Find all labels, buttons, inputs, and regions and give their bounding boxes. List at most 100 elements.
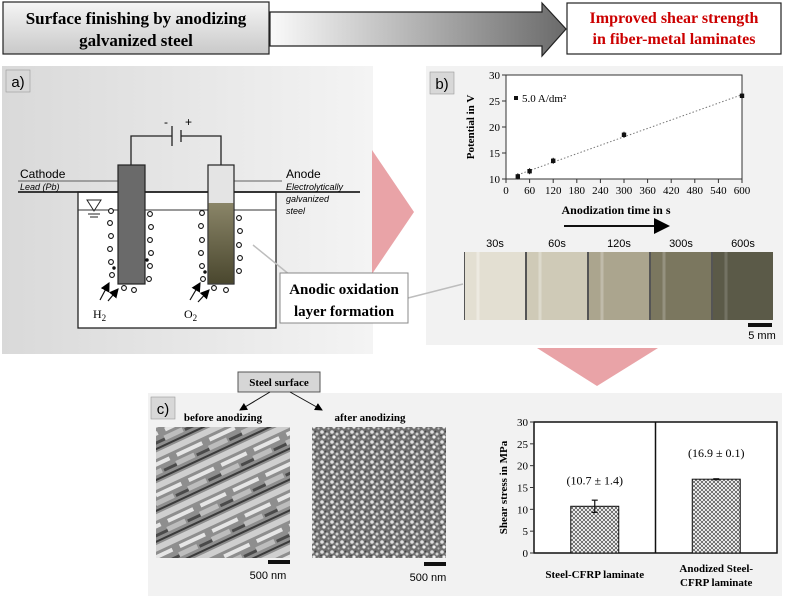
- strip-scale-bar: [748, 323, 772, 327]
- chart-c-ytick-label: 15: [517, 483, 529, 495]
- panel-c-label: c): [157, 401, 170, 418]
- pink-arrow-down: [537, 348, 658, 386]
- sem-before-scale-label: 500 nm: [250, 570, 287, 582]
- chart-b-legend-label: 5.0 A/dm²: [522, 93, 567, 105]
- header-left-box: [2, 1, 270, 55]
- panel-c: c) Steel surface before anodizing after …: [148, 371, 782, 596]
- h2-bubbles: [107, 208, 154, 293]
- chart-b-ytick-label: 15: [489, 148, 501, 160]
- sem-before-image: [156, 427, 290, 558]
- chart-b-ylabel: Potential in V: [465, 95, 477, 160]
- chart-b-point: [621, 132, 627, 137]
- chart-c-bar: [691, 478, 741, 554]
- header-left-line2: galvanized steel: [79, 31, 193, 50]
- chart-b-point: [527, 169, 532, 174]
- chart-b-xtick-label: 60: [524, 185, 536, 197]
- strip-600s: [713, 252, 773, 320]
- chart-c-ytick-label: 0: [523, 548, 529, 560]
- power-circuit: [130, 126, 222, 166]
- sample-strips: [464, 252, 773, 320]
- strip-300s: [651, 252, 711, 320]
- sem-after-scale-label: 500 nm: [410, 572, 447, 584]
- polarity-plus: +: [185, 115, 192, 129]
- o2-arrows: [189, 281, 210, 303]
- chart-c-ytick-label: 10: [517, 504, 529, 516]
- o2-label: O2: [184, 307, 197, 323]
- steel-surface-label: Steel surface: [249, 377, 309, 389]
- anode-label: Anode: [286, 167, 321, 181]
- steel-surface-box: [237, 371, 321, 393]
- cathode-sub-label: Lead (Pb): [20, 182, 60, 192]
- h2-label: H2: [93, 307, 106, 323]
- strip-120s: [589, 252, 649, 320]
- header-right-box: [566, 2, 782, 55]
- chart-b-xtick-label: 540: [710, 185, 727, 197]
- panel-a: a) - +: [2, 66, 373, 354]
- chart-b-ytick-label: 25: [489, 96, 501, 108]
- after-label: after anodizing: [335, 412, 406, 424]
- polarity-minus: -: [164, 115, 168, 129]
- strip-label-30s: 30s: [486, 238, 504, 250]
- chart-b-point: [515, 174, 520, 179]
- chart-b-point: [739, 93, 745, 98]
- sem-after-image: [312, 427, 446, 558]
- panel-a-label: a): [11, 74, 24, 91]
- strip-30s: [465, 252, 525, 320]
- chart-c-bar: [570, 505, 620, 554]
- oxidation-callout: Anodic oxidation layer formation: [252, 244, 464, 324]
- header-right-line2: in fiber-metal laminates: [593, 31, 756, 48]
- chart-b-plot-area: [505, 74, 743, 180]
- chart-b-ytick-label: 20: [489, 122, 501, 134]
- callout-line1: Anodic oxidation: [289, 282, 399, 298]
- strip-label-300s: 300s: [669, 238, 693, 250]
- electrolyte-tank: [77, 191, 277, 329]
- chart-c-ytick-label: 5: [523, 526, 529, 538]
- chart-b-xtick-label: 420: [663, 185, 680, 197]
- water-level-icon: [86, 199, 102, 218]
- before-label: before anodizing: [184, 412, 263, 424]
- chart-b-xtick-label: 600: [734, 185, 751, 197]
- chart-b-legend-marker: [514, 96, 518, 100]
- cathode-label: Cathode: [20, 167, 66, 181]
- chart-c-ytick-label: 20: [517, 461, 529, 473]
- sem-after-scale-bar: [424, 562, 446, 566]
- header-left-line1: Surface finishing by anodizing: [26, 9, 247, 28]
- o2-bubbles: [198, 210, 243, 293]
- anode-sub-line1: Electrolytically: [286, 182, 344, 192]
- chart-b-xlabel: Anodization time in s: [561, 203, 670, 217]
- chart-b-xtick-label: 0: [503, 185, 509, 197]
- cathode-electrode: [117, 164, 146, 285]
- pink-arrow-right: [372, 150, 414, 274]
- header: Surface finishing by anodizing galvanize…: [0, 0, 785, 58]
- panel-b-label: b): [435, 76, 448, 93]
- chart-c-category-label: Anodized Steel-: [679, 563, 753, 575]
- chart-b-xtick-label: 180: [569, 185, 586, 197]
- chart-c-ytick-label: 25: [517, 439, 529, 451]
- anode-sub-line2: galvanized: [286, 194, 330, 204]
- chart-b-xtick-label: 360: [639, 185, 656, 197]
- chart-b-ytick-label: 10: [489, 174, 501, 186]
- strip-time-labels: 30s 60s 120s 300s 600s: [486, 238, 755, 250]
- chart-b-point: [551, 158, 556, 163]
- chart-c-category-label: CFRP laminate: [680, 577, 753, 589]
- chart-c-ytick-label: 30: [517, 417, 529, 429]
- callout-line2: layer formation: [294, 304, 395, 320]
- h2-arrows: [99, 281, 119, 302]
- chart-b-xtick-label: 120: [545, 185, 562, 197]
- sem-before-scale-bar: [268, 560, 290, 564]
- header-right-line1: Improved shear strength: [590, 10, 759, 27]
- chart-c-ylabel: Shear stress in MPa: [498, 440, 510, 534]
- chart-b-xtick-label: 240: [592, 185, 609, 197]
- strip-label-60s: 60s: [548, 238, 566, 250]
- chart-c-category-label: Steel-CFRP laminate: [545, 569, 644, 581]
- header-arrow: [269, 1, 567, 58]
- chart-c-data-label: (16.9 ± 0.1): [688, 446, 745, 460]
- strip-label-120s: 120s: [607, 238, 631, 250]
- chart-b-xtick-label: 480: [687, 185, 704, 197]
- strip-scale-label: 5 mm: [748, 330, 776, 342]
- shear-chart: 0 5 10 15 20 25 30 Shear stress in MPa (10.7 ± 1…: [498, 417, 778, 589]
- strip-label-600s: 600s: [731, 238, 755, 250]
